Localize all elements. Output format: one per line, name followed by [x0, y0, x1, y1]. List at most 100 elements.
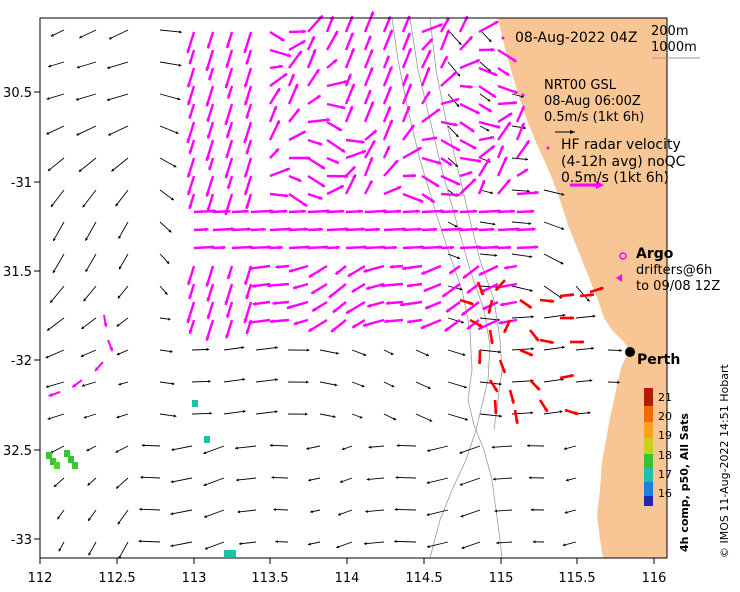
- colorbar-swatch: [644, 468, 653, 482]
- x-tick-label: 113: [182, 571, 207, 586]
- colorbar-swatch: [644, 482, 653, 496]
- hf-arrow-head: [482, 305, 487, 310]
- gsl-arrow-head: [462, 353, 466, 357]
- hf-arrow-head: [227, 184, 232, 189]
- gsl-arrow-head: [490, 191, 494, 195]
- gsl-arrow: [492, 477, 513, 480]
- gsl-arrow-head: [269, 443, 273, 447]
- hf-arrow-head: [187, 280, 192, 285]
- gsl-arrow-head: [53, 484, 57, 487]
- hf-arrow-head: [442, 293, 447, 297]
- colorbar: [644, 388, 653, 506]
- hf-arrow-head: [319, 227, 323, 232]
- gsl-arrow-head: [242, 377, 246, 382]
- gsl-arrow: [426, 541, 449, 548]
- hf-arrow-head: [187, 83, 192, 88]
- gsl-arrow: [496, 541, 513, 544]
- hf-arrow-head: [372, 130, 377, 135]
- argo-arrow-head: [570, 292, 574, 297]
- gsl-arrow-head: [76, 65, 80, 69]
- hf-arrow-head: [186, 49, 191, 54]
- gsl-arrow-head: [491, 445, 495, 449]
- hf-arrow-head: [267, 283, 271, 288]
- hf-arrow-head: [350, 83, 355, 88]
- gsl-arrow: [479, 221, 496, 225]
- gsl-arrow: [223, 410, 246, 415]
- hf-arrow-head: [481, 180, 486, 185]
- hf-arrow-head: [520, 122, 525, 127]
- gsl-arrow-head: [561, 192, 565, 196]
- gsl-arrow-head: [76, 132, 80, 136]
- hf-arrow-head: [513, 89, 518, 94]
- gsl-arrow-head: [426, 481, 430, 485]
- argo-arrow-head: [514, 420, 519, 424]
- hf-arrow-head: [186, 139, 191, 144]
- gsl-arrow-head: [116, 323, 120, 327]
- hf-arrow-head: [363, 322, 367, 327]
- hf-arrow-head: [523, 169, 528, 173]
- gsl-arrow-head: [463, 385, 467, 389]
- gsl-arrow: [236, 477, 257, 481]
- hf-arrow-head: [276, 120, 280, 125]
- gsl-arrow-head: [306, 380, 309, 384]
- argo-arrow-head: [501, 369, 506, 374]
- gsl-arrow-head: [177, 97, 181, 101]
- argo-arrow-head: [487, 309, 492, 314]
- hf-arrow-head: [318, 141, 323, 146]
- gsl-arrow: [543, 221, 565, 230]
- argo-arrow-head: [569, 373, 574, 378]
- gsl-arrow: [76, 61, 97, 69]
- gsl-arrow-head: [108, 36, 112, 40]
- hf-arrow-head: [293, 321, 298, 326]
- gsl-arrow-head: [116, 415, 120, 419]
- hf-arrow-head: [417, 147, 422, 152]
- hf-arrow: [459, 245, 482, 250]
- hf-arrow-head: [363, 268, 368, 273]
- hf-arrow: [421, 23, 443, 34]
- gsl-arrow-head: [170, 544, 174, 548]
- gsl-arrow-head: [141, 443, 145, 447]
- gsl-arrow-head: [559, 410, 563, 414]
- hf-arrow-head: [297, 51, 302, 55]
- gsl-arrow-head: [167, 317, 171, 321]
- colorbar-tick: 17: [658, 468, 672, 481]
- hf-arrow-head: [381, 245, 386, 250]
- gsl-arrow: [447, 29, 462, 46]
- hf-arrow-head: [423, 287, 428, 292]
- hf-arrow-head: [208, 166, 213, 171]
- gsl-arrow: [426, 477, 449, 484]
- hf-arrow-head: [350, 48, 355, 53]
- argo-arrow-head: [510, 399, 515, 404]
- argo-arrow-head: [534, 336, 539, 341]
- hf-arrow: [243, 31, 253, 54]
- hf-arrow-head: [468, 171, 473, 176]
- gsl-arrow-head: [83, 415, 87, 419]
- hf-arrow-head: [247, 227, 252, 232]
- hf-arrow: [205, 49, 215, 72]
- hf-radar-arrows: [48, 11, 539, 397]
- colorbar-swatch: [644, 406, 653, 422]
- gsl-arrow: [83, 285, 97, 302]
- hf-arrow-head: [397, 209, 402, 214]
- gsl-arrow: [159, 61, 182, 67]
- sst-pixel: [192, 400, 198, 407]
- hf-arrow: [363, 101, 375, 123]
- hf-arrow: [344, 83, 356, 105]
- gsl-arrow: [81, 317, 97, 330]
- hf-arrow-head: [243, 319, 248, 324]
- hf-arrow-head: [274, 148, 279, 153]
- gsl-arrow-head: [239, 542, 242, 546]
- hf-arrow: [205, 139, 215, 162]
- argo-arrow-head: [503, 328, 508, 333]
- hf-arrow-head: [393, 245, 397, 250]
- gsl-arrow: [511, 316, 534, 319]
- hf-arrow: [382, 66, 394, 87]
- hf-arrow-head: [301, 131, 306, 135]
- gsl-arrow-head: [456, 104, 460, 107]
- hf-arrow-head: [468, 36, 473, 41]
- gsl-arrow: [255, 410, 278, 415]
- gsl-arrow: [204, 541, 225, 550]
- hf-arrow-head: [321, 165, 326, 169]
- gsl-arrow: [271, 476, 289, 479]
- gsl-arrow-head: [359, 415, 363, 419]
